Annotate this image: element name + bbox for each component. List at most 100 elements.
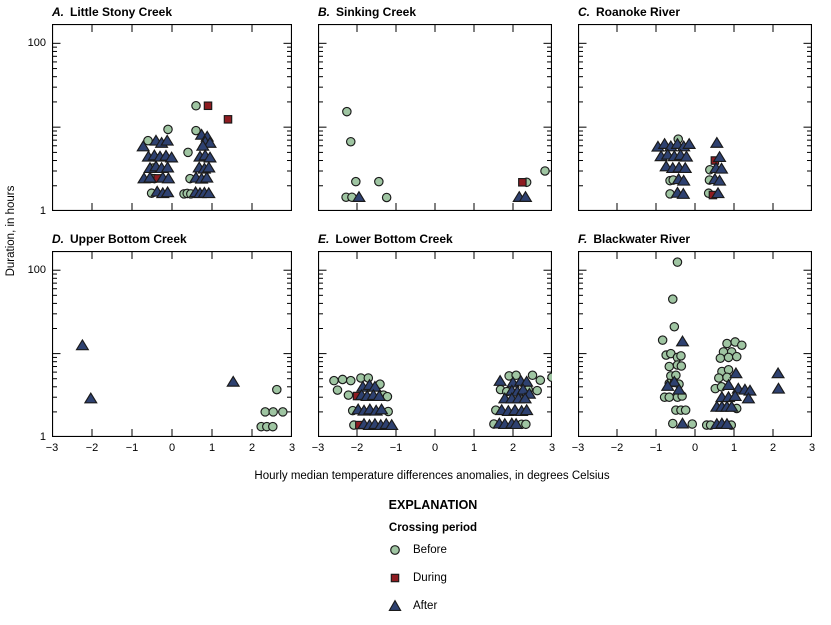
x-tick-label: 0 [691, 442, 699, 454]
marker-before [191, 125, 201, 136]
marker-after [384, 418, 399, 431]
x-tick-label: 2 [509, 442, 517, 454]
x-tick-label: 1 [730, 442, 738, 454]
marker-before [278, 407, 288, 417]
marker-after [143, 171, 157, 183]
marker-after [518, 392, 533, 404]
x-tick-label: 2 [769, 442, 777, 454]
x-tick-label: −2 [350, 442, 364, 454]
y-tick-label: 1 [39, 205, 46, 217]
marker-after [203, 136, 217, 148]
legend-entry-label: During [413, 571, 447, 584]
marker-after [712, 150, 727, 163]
marker-after [771, 366, 785, 379]
panel-title-a: A. Little Stony Creek [52, 5, 172, 19]
x-tick-label: −1 [649, 442, 663, 454]
marker-after [712, 174, 727, 186]
legend-entry-after: After [388, 598, 518, 613]
marker-after [516, 383, 531, 395]
panel-letter: C. [578, 5, 590, 19]
marker-before [657, 335, 668, 345]
marker-before [664, 392, 675, 402]
marker-before [521, 419, 531, 430]
marker-before [332, 385, 343, 395]
marker-after [164, 151, 179, 163]
marker-after [372, 389, 387, 401]
marker-before [345, 136, 356, 147]
marker-after [729, 366, 743, 379]
x-tick-label: −1 [125, 442, 139, 454]
legend: EXPLANATION Crossing period Before Durin… [348, 498, 518, 625]
marker-after [136, 139, 151, 152]
marker-after [352, 190, 366, 202]
panel-title-d: D. Upper Bottom Creek [52, 232, 187, 246]
scatter-plot-b [318, 24, 552, 211]
marker-before [667, 294, 678, 304]
x-tick-label: −2 [610, 442, 624, 454]
scatter-plot-e [318, 251, 552, 437]
marker-before [342, 106, 352, 117]
x-tick-label: −1 [389, 442, 403, 454]
marker-before [540, 166, 550, 176]
marker-after [675, 335, 690, 347]
marker-before [672, 257, 683, 267]
x-tick-label: 2 [248, 442, 256, 454]
marker-before [343, 390, 354, 400]
marker-before [511, 370, 521, 381]
marker-before [272, 384, 282, 395]
x-tick-label: 3 [808, 442, 816, 454]
marker-before [260, 407, 270, 417]
scatter-plot-c [578, 24, 812, 211]
marker-after [672, 383, 686, 395]
marker-before [687, 419, 698, 429]
during-square-icon [390, 573, 400, 582]
panel-name: Upper Bottom Creek [70, 232, 187, 246]
marker-after [741, 392, 756, 404]
scatter-plot-a [52, 24, 292, 211]
marker-after [660, 379, 675, 391]
x-tick-label: −3 [311, 442, 325, 454]
marker-after [771, 382, 786, 394]
legend-title: EXPLANATION [388, 498, 478, 512]
marker-before [676, 351, 686, 361]
marker-before [532, 385, 542, 396]
marker-after [518, 190, 533, 202]
marker-before [723, 364, 734, 375]
legend-entry-during: During [388, 570, 518, 585]
marker-before [268, 421, 278, 432]
marker-before [351, 176, 361, 187]
marker-after [711, 186, 725, 199]
panel-title-e: E. Lower Bottom Creek [318, 232, 453, 246]
marker-before [680, 405, 691, 415]
panel-name: Roanoke River [596, 5, 681, 19]
marker-before [667, 418, 678, 429]
x-tick-label: −2 [85, 442, 99, 454]
marker-before [163, 124, 173, 135]
marker-after [519, 375, 534, 387]
marker-after [720, 417, 734, 430]
marker-after [709, 136, 724, 148]
marker-after [493, 374, 508, 386]
before-circle-icon [390, 544, 400, 555]
marker-after [667, 375, 682, 387]
panel-letter: F. [578, 232, 588, 246]
marker-before [183, 147, 193, 158]
marker-after [676, 174, 691, 186]
marker-after [161, 171, 176, 184]
marker-after [519, 403, 534, 416]
marker-after [203, 151, 217, 163]
marker-before [191, 100, 201, 111]
marker-before [714, 373, 724, 383]
marker-after [728, 389, 743, 401]
y-tick-label: 100 [27, 37, 46, 50]
marker-before [547, 372, 552, 383]
marker-after [724, 400, 739, 412]
marker-during [223, 115, 233, 124]
marker-before [329, 375, 339, 386]
x-tick-label: 1 [208, 442, 216, 454]
marker-after [201, 161, 216, 173]
marker-before [268, 407, 278, 417]
scatter-plot-d [52, 251, 292, 437]
marker-during [203, 101, 213, 111]
